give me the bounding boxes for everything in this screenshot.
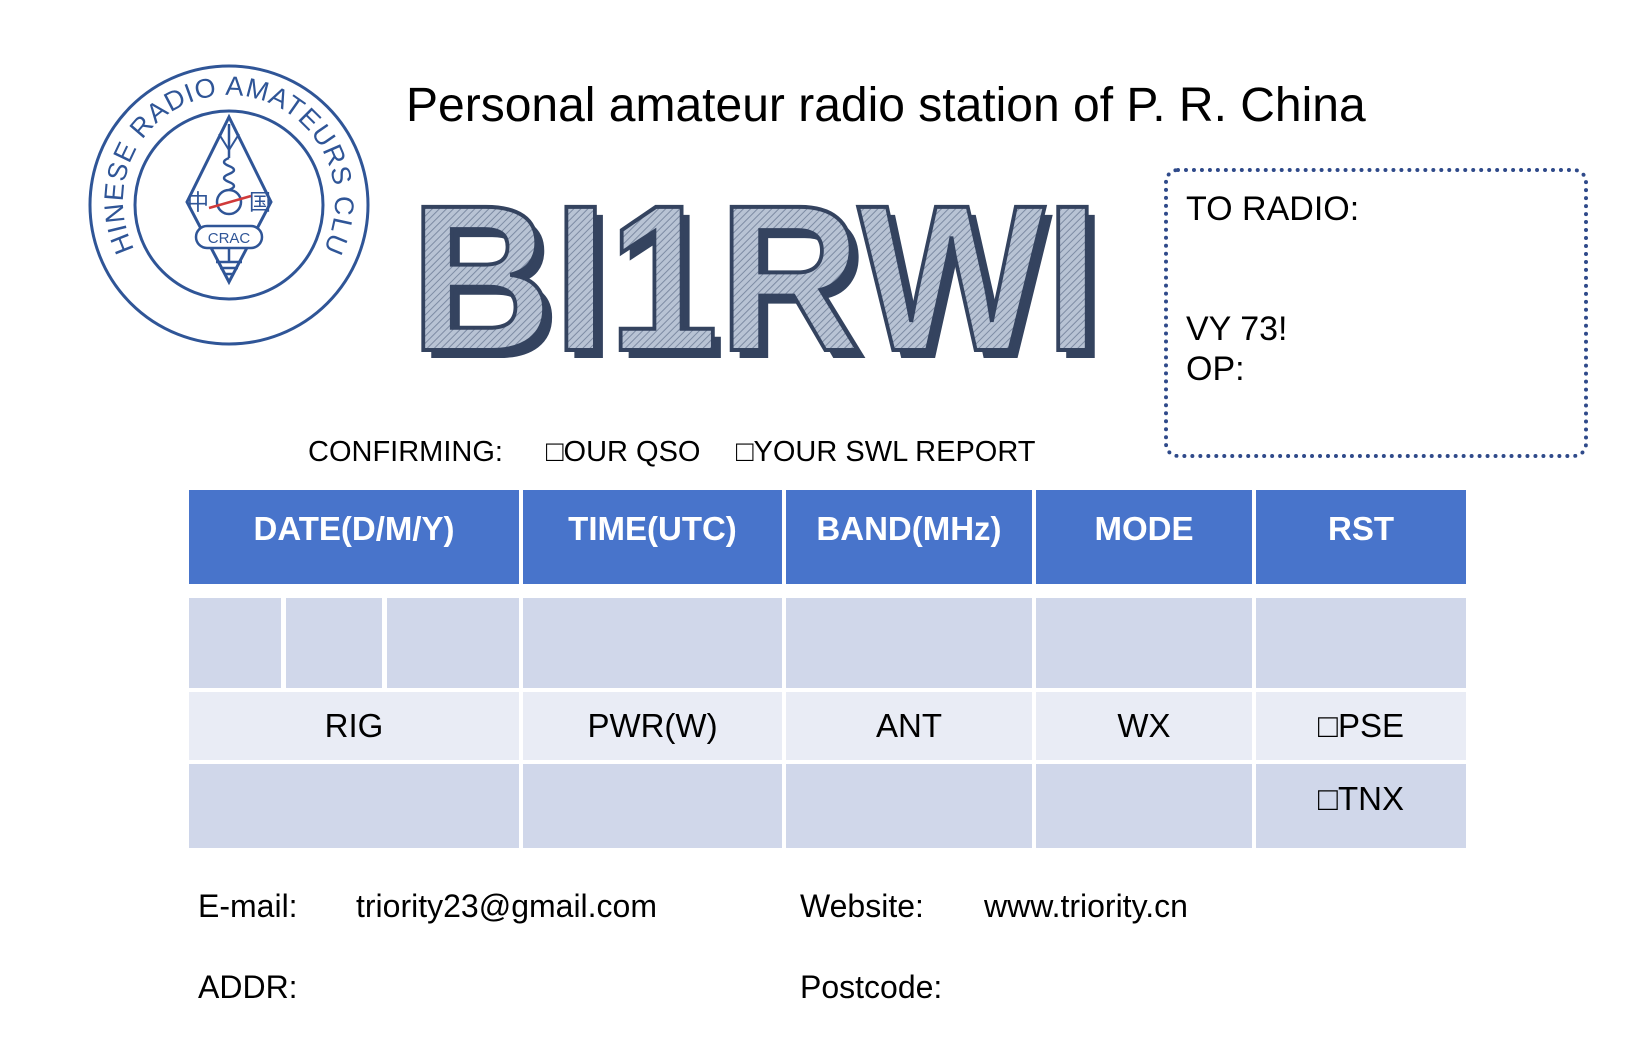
pwr-cell[interactable] [523, 764, 782, 848]
ant-label: ANT [786, 692, 1032, 760]
month-cell[interactable] [286, 598, 382, 688]
vy73-label: VY 73! [1186, 310, 1288, 348]
rig-label: RIG [189, 692, 519, 760]
confirm-swl-checkbox[interactable]: □YOUR SWL REPORT [736, 436, 1036, 468]
globe-icon [215, 188, 243, 216]
day-cell[interactable] [189, 598, 281, 688]
header-rst: RST [1256, 490, 1466, 584]
confirming-label: CONFIRMING: [308, 436, 503, 468]
logo-right-char: 国 [249, 191, 271, 216]
wx-label: WX [1036, 692, 1252, 760]
header-band: BAND(MHz) [786, 490, 1032, 584]
to-radio-box: TO RADIO: VY 73! OP: [1164, 168, 1588, 458]
website-label: Website: [800, 888, 924, 924]
time-cell[interactable] [523, 598, 782, 688]
club-logo: CHINESE RADIO AMATEURS CLUB 中 国 CRAC [76, 38, 372, 348]
logo-diamond [185, 113, 273, 286]
mode-cell[interactable] [1036, 598, 1252, 688]
email-value[interactable]: triority23@gmail.com [356, 888, 657, 924]
callsign-text: BI1RWI [410, 188, 1100, 388]
rst-cell[interactable] [1256, 598, 1466, 688]
header-time: TIME(UTC) [523, 490, 782, 584]
pse-checkbox[interactable]: □PSE [1256, 692, 1466, 760]
logo-left-char: 中 [187, 191, 209, 216]
year-cell[interactable] [387, 598, 519, 688]
ant-cell[interactable] [786, 764, 1032, 848]
header-mode: MODE [1036, 490, 1252, 584]
website-value[interactable]: www.triority.cn [984, 888, 1188, 924]
to-radio-label: TO RADIO: [1186, 190, 1360, 228]
tnx-checkbox[interactable]: □TNX [1318, 780, 1404, 817]
callsign-shadow: BI1RWI [418, 188, 1108, 388]
tnx-cell [1256, 764, 1466, 848]
pwr-label: PWR(W) [523, 692, 782, 760]
station-heading: Personal amateur radio station of P. R. … [406, 79, 1366, 132]
logo-badge-text: CRAC [208, 230, 251, 247]
postcode-label: Postcode: [800, 969, 943, 1005]
rig-cell[interactable] [189, 764, 519, 848]
addr-label: ADDR: [198, 969, 298, 1005]
email-label: E-mail: [198, 888, 298, 924]
band-cell[interactable] [786, 598, 1032, 688]
confirm-qso-checkbox[interactable]: □OUR QSO [546, 436, 701, 468]
wx-cell[interactable] [1036, 764, 1252, 848]
op-label: OP: [1186, 350, 1245, 388]
header-date: DATE(D/M/Y) [189, 490, 519, 584]
callsign: BI1RWI BI1RWI [408, 161, 1130, 403]
